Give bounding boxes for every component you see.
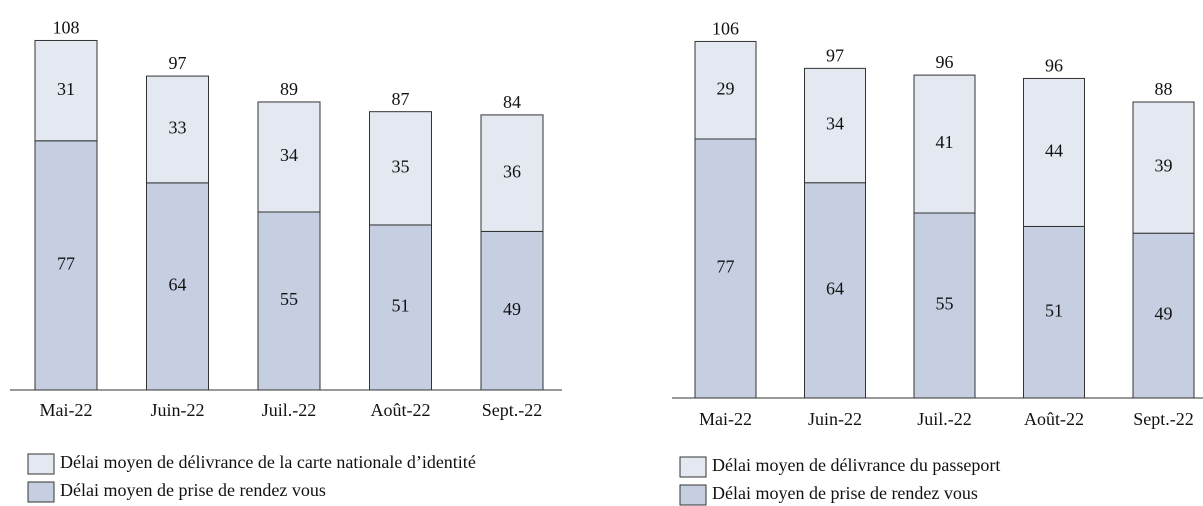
x-tick-label: Juin-22 xyxy=(151,400,205,420)
x-tick-label: Juil.-22 xyxy=(917,409,972,429)
bar-segment xyxy=(257,101,321,213)
legend-label: Délai moyen de prise de rendez vous xyxy=(712,483,978,503)
x-tick-label: Mai-22 xyxy=(699,409,752,429)
bar-segment xyxy=(1132,101,1195,234)
x-tick-label: Août-22 xyxy=(1024,409,1084,429)
legend-label: Délai moyen de prise de rendez vous xyxy=(60,480,326,500)
total-label: 89 xyxy=(280,79,298,99)
bar-segment xyxy=(257,211,321,391)
bar-segment xyxy=(694,40,757,140)
data-label: 49 xyxy=(503,299,521,319)
bar-segment xyxy=(1132,232,1195,399)
data-label: 34 xyxy=(280,145,298,165)
legend-swatch xyxy=(27,481,55,503)
data-label: 77 xyxy=(57,254,75,274)
data-label: 49 xyxy=(1155,304,1173,324)
total-label: 108 xyxy=(53,18,80,38)
x-tick-label: Sept.-22 xyxy=(1133,409,1194,429)
bar-segment xyxy=(369,111,432,226)
total-label: 87 xyxy=(392,89,410,109)
total-label: 96 xyxy=(936,52,954,72)
data-label: 29 xyxy=(717,78,735,98)
bar-segment xyxy=(34,140,98,391)
data-label: 31 xyxy=(57,79,75,99)
data-label: 35 xyxy=(392,156,410,176)
x-tick-label: Sept.-22 xyxy=(482,400,543,420)
data-label: 41 xyxy=(936,132,954,152)
data-label: 55 xyxy=(936,294,954,314)
data-label: 33 xyxy=(169,118,187,138)
legend-swatch xyxy=(679,484,707,506)
total-label: 106 xyxy=(712,19,739,39)
data-label: 77 xyxy=(717,257,735,277)
total-label: 97 xyxy=(169,53,187,73)
legend-label: Délai moyen de délivrance du passeport xyxy=(712,455,1000,475)
bar-segment xyxy=(913,74,976,214)
legend-swatch xyxy=(679,456,707,478)
bar-segment xyxy=(913,212,976,399)
total-label: 88 xyxy=(1155,79,1173,99)
x-tick-label: Juil.-22 xyxy=(262,400,317,420)
data-label: 64 xyxy=(169,275,187,295)
data-label: 36 xyxy=(503,161,521,181)
bar-segment xyxy=(804,182,866,399)
legend-label: Délai moyen de délivrance de la carte na… xyxy=(60,452,476,472)
bar-segment xyxy=(34,39,98,142)
bar-segment xyxy=(146,75,209,184)
total-label: 96 xyxy=(1045,56,1063,76)
data-label: 55 xyxy=(280,289,298,309)
x-tick-label: Août-22 xyxy=(371,400,431,420)
data-label: 51 xyxy=(392,296,410,316)
total-label: 97 xyxy=(826,45,844,65)
legend-swatch xyxy=(27,453,55,475)
data-label: 64 xyxy=(826,278,844,298)
bar-segment xyxy=(804,67,866,184)
data-label: 51 xyxy=(1045,300,1063,320)
total-label: 84 xyxy=(503,92,521,112)
bar-segment xyxy=(694,138,757,399)
x-tick-label: Mai-22 xyxy=(40,400,93,420)
data-label: 39 xyxy=(1155,156,1173,176)
data-label: 34 xyxy=(826,114,844,134)
bar-segment xyxy=(480,114,544,232)
bar-segment xyxy=(1023,77,1085,227)
x-tick-label: Juin-22 xyxy=(808,409,862,429)
data-label: 44 xyxy=(1045,141,1063,161)
